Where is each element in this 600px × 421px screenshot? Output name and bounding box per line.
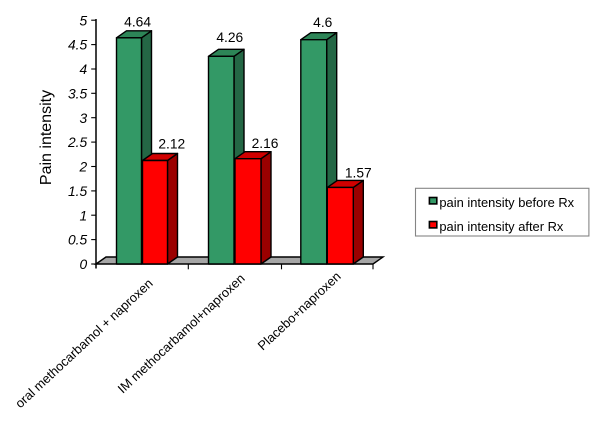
svg-text:1: 1	[80, 208, 88, 223]
svg-text:1.5: 1.5	[68, 184, 88, 199]
svg-text:oral methocarbamol + naproxen: oral methocarbamol + naproxen	[12, 276, 156, 411]
svg-text:2: 2	[79, 160, 88, 175]
svg-text:2.16: 2.16	[252, 136, 279, 151]
svg-text:4.26: 4.26	[216, 30, 243, 45]
svg-text:5: 5	[80, 13, 88, 28]
svg-text:Placebo+naproxen: Placebo+naproxen	[255, 269, 344, 354]
svg-text:Pain intensity: Pain intensity	[38, 90, 55, 185]
svg-text:4.5: 4.5	[68, 38, 88, 53]
svg-text:1.57: 1.57	[345, 166, 372, 181]
svg-text:0: 0	[80, 257, 88, 272]
svg-text:3.5: 3.5	[68, 86, 88, 101]
svg-text:0.5: 0.5	[68, 233, 88, 248]
svg-text:4.64: 4.64	[124, 15, 151, 30]
svg-text:4.6: 4.6	[313, 15, 333, 30]
svg-text:3: 3	[80, 111, 88, 126]
svg-text:2.5: 2.5	[67, 135, 88, 150]
svg-text:pain intensity after Rx: pain intensity after Rx	[439, 219, 564, 234]
svg-text:4: 4	[80, 62, 88, 77]
svg-text:2.12: 2.12	[158, 137, 185, 152]
svg-text:pain intensity before Rx: pain intensity before Rx	[439, 195, 574, 210]
